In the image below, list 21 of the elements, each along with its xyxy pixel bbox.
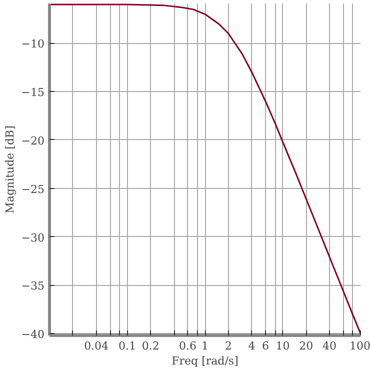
x-tick-label: 2 [224,340,232,352]
x-tick-label: 0.6 [179,340,197,352]
y-tick-label: −35 [21,280,45,293]
x-tick-label: 6 [262,340,269,352]
x-tick-label: 40 [322,340,337,352]
x-tick-label: 0.1 [118,340,136,352]
y-tick-label: −30 [21,231,45,244]
x-tick-label: 20 [299,340,314,352]
x-tick-label: 4 [248,340,256,352]
x-axis-title: Freq [rad/s] [172,354,238,368]
y-tick-label: −25 [21,182,45,196]
y-tick-label: −40 [21,328,45,342]
y-tick-label: −20 [21,134,45,148]
x-tick-label: 1 [202,340,208,352]
x-tick-label: 10 [276,340,290,352]
x-tick-label: 0.2 [142,340,160,352]
x-tick-label: 100 [350,340,370,352]
y-tick-label: −15 [21,86,45,100]
y-tick-label: −10 [21,38,45,51]
x-tick-label: 0.04 [84,340,109,352]
y-axis-title: Magnitude [dB] [3,126,16,214]
